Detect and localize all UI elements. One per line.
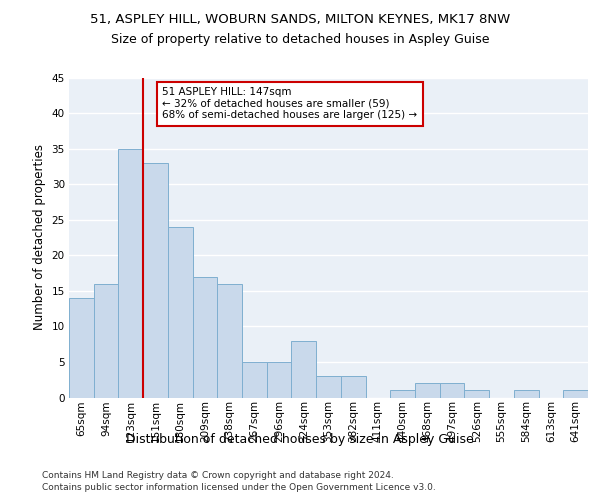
Bar <box>563 390 588 398</box>
Bar <box>118 148 143 398</box>
Text: Contains public sector information licensed under the Open Government Licence v3: Contains public sector information licen… <box>42 484 436 492</box>
Text: 51 ASPLEY HILL: 147sqm
← 32% of detached houses are smaller (59)
68% of semi-det: 51 ASPLEY HILL: 147sqm ← 32% of detached… <box>163 87 418 120</box>
Bar <box>415 384 440 398</box>
Bar <box>316 376 341 398</box>
Bar <box>440 384 464 398</box>
Bar <box>341 376 365 398</box>
Bar <box>193 276 217 398</box>
Text: Size of property relative to detached houses in Aspley Guise: Size of property relative to detached ho… <box>111 32 489 46</box>
Bar <box>217 284 242 398</box>
Y-axis label: Number of detached properties: Number of detached properties <box>33 144 46 330</box>
Text: Contains HM Land Registry data © Crown copyright and database right 2024.: Contains HM Land Registry data © Crown c… <box>42 471 394 480</box>
Text: Distribution of detached houses by size in Aspley Guise: Distribution of detached houses by size … <box>126 432 474 446</box>
Bar <box>242 362 267 398</box>
Bar <box>94 284 118 398</box>
Bar <box>168 227 193 398</box>
Bar <box>514 390 539 398</box>
Bar <box>292 340 316 398</box>
Bar <box>143 163 168 398</box>
Bar <box>464 390 489 398</box>
Bar <box>267 362 292 398</box>
Bar <box>69 298 94 398</box>
Text: 51, ASPLEY HILL, WOBURN SANDS, MILTON KEYNES, MK17 8NW: 51, ASPLEY HILL, WOBURN SANDS, MILTON KE… <box>90 12 510 26</box>
Bar <box>390 390 415 398</box>
